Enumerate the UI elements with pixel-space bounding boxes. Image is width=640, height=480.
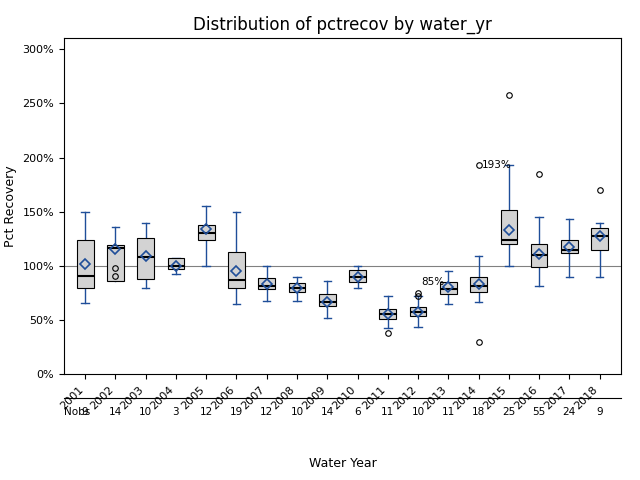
Bar xyxy=(440,282,456,294)
Text: 12: 12 xyxy=(200,407,213,417)
Text: 18: 18 xyxy=(472,407,485,417)
Title: Distribution of pctrecov by water_yr: Distribution of pctrecov by water_yr xyxy=(193,16,492,35)
Text: 14: 14 xyxy=(321,407,334,417)
Bar xyxy=(198,225,214,240)
Bar xyxy=(380,310,396,319)
Bar xyxy=(349,270,366,282)
Bar xyxy=(138,238,154,279)
Bar xyxy=(107,245,124,281)
Bar xyxy=(531,244,547,267)
Text: 10: 10 xyxy=(139,407,152,417)
Bar xyxy=(289,283,305,292)
Bar xyxy=(470,277,487,292)
Bar xyxy=(591,228,608,250)
Text: 19: 19 xyxy=(230,407,243,417)
Text: 10: 10 xyxy=(412,407,424,417)
Text: 9: 9 xyxy=(596,407,603,417)
Text: 11: 11 xyxy=(442,407,455,417)
Text: 25: 25 xyxy=(502,407,515,417)
Text: Water Year: Water Year xyxy=(308,457,376,470)
Bar xyxy=(77,240,93,288)
Text: 6: 6 xyxy=(354,407,361,417)
Text: 10: 10 xyxy=(291,407,303,417)
Bar xyxy=(500,210,517,244)
Bar xyxy=(228,252,245,288)
Text: 9: 9 xyxy=(82,407,88,417)
Bar xyxy=(410,307,426,316)
Text: Nobs: Nobs xyxy=(64,407,90,417)
Text: 11: 11 xyxy=(381,407,394,417)
Bar xyxy=(561,240,578,253)
Text: 24: 24 xyxy=(563,407,576,417)
Y-axis label: Pct Recovery: Pct Recovery xyxy=(4,166,17,247)
Text: 55: 55 xyxy=(532,407,546,417)
Bar xyxy=(259,278,275,289)
Text: 12: 12 xyxy=(260,407,273,417)
Text: 193%: 193% xyxy=(482,160,512,170)
Bar xyxy=(168,258,184,269)
Text: 14: 14 xyxy=(109,407,122,417)
Bar xyxy=(319,294,335,306)
Text: 85%: 85% xyxy=(422,277,445,287)
Text: 3: 3 xyxy=(173,407,179,417)
